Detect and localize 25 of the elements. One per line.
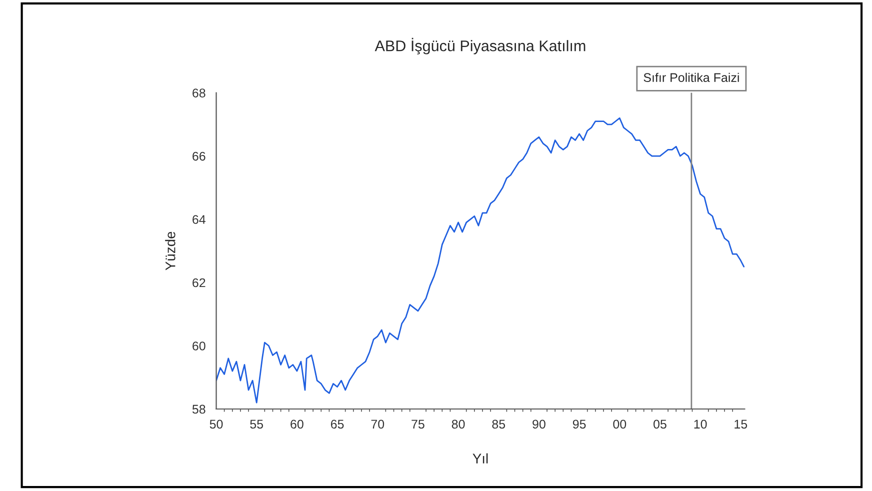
y-tick-label: 64: [192, 215, 206, 224]
y-tick-label: 66: [192, 152, 206, 161]
x-tick-label: 60: [290, 420, 304, 429]
x-tick-label: 10: [694, 420, 707, 429]
y-tick-label: 60: [192, 342, 206, 350]
chart-title: ABD İşgücü Piyasasına Katılım: [374, 38, 586, 54]
y-tick-label: 68: [192, 88, 206, 98]
x-tick-label: 05: [654, 420, 666, 429]
x-tick-label: 00: [613, 420, 626, 429]
x-tick-label: 15: [734, 420, 748, 429]
x-tick-label: 80: [452, 420, 465, 429]
line-series: [216, 117, 745, 404]
x-tick-label: 65: [330, 420, 344, 429]
x-tick-label: 70: [371, 420, 384, 429]
x-tick-label: 90: [532, 420, 546, 429]
y-tick-label: 62: [192, 278, 206, 288]
x-axis-title: Yıl: [472, 453, 488, 464]
x-tick-label: 95: [572, 420, 586, 429]
x-tick-label: 85: [492, 420, 506, 429]
y-axis-title: Yüzde: [165, 232, 176, 270]
x-tick-label: 55: [250, 420, 264, 429]
y-tick-label: 58: [192, 404, 206, 414]
x-tick-label: 75: [412, 420, 424, 429]
x-tick-label: 50: [210, 420, 223, 429]
ref-line-label: Sıfır Politika Faizi: [644, 72, 739, 82]
